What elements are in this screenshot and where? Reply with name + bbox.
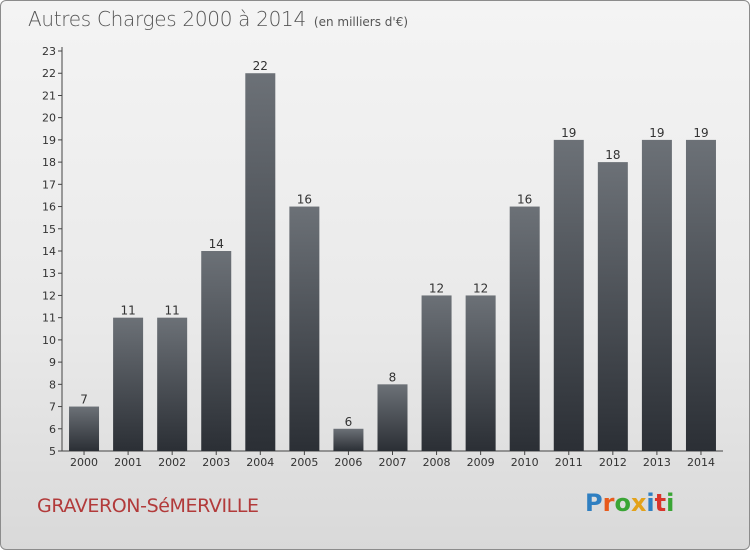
logo-letter: t — [654, 489, 667, 517]
x-tick-label: 2012 — [599, 456, 627, 469]
bar — [421, 295, 452, 451]
x-tick-label: 2014 — [687, 456, 715, 469]
data-label: 14 — [209, 237, 224, 251]
y-tick-label: 11 — [42, 312, 56, 325]
data-label: 19 — [561, 126, 576, 140]
y-tick-label: 19 — [42, 134, 56, 147]
x-tick-label: 2004 — [246, 456, 274, 469]
x-tick-label: 2009 — [467, 456, 495, 469]
y-tick-label: 16 — [42, 201, 56, 214]
y-tick-label: 18 — [42, 156, 56, 169]
data-label: 16 — [517, 193, 532, 207]
y-tick-label: 8 — [49, 378, 56, 391]
bar — [333, 428, 364, 451]
bar — [245, 73, 276, 451]
y-tick-label: 14 — [42, 245, 56, 258]
bar — [289, 206, 320, 451]
x-tick-label: 2001 — [114, 456, 142, 469]
y-tick-label: 23 — [42, 45, 56, 58]
data-label: 22 — [253, 59, 268, 73]
proxiti-logo[interactable]: Proxiti — [585, 489, 674, 517]
y-tick-label: 21 — [42, 89, 56, 102]
data-label: 11 — [120, 304, 135, 318]
bar — [113, 317, 144, 451]
x-tick-label: 2010 — [511, 456, 539, 469]
bar — [553, 139, 584, 451]
data-label: 12 — [429, 281, 444, 295]
x-tick-label: 2003 — [202, 456, 230, 469]
data-label: 6 — [345, 415, 353, 429]
x-tick-label: 2011 — [555, 456, 583, 469]
data-label: 18 — [605, 148, 620, 162]
data-label: 7 — [80, 393, 88, 407]
y-tick-label: 15 — [42, 223, 56, 236]
bar — [377, 384, 408, 451]
bar — [465, 295, 496, 451]
bar — [641, 139, 672, 451]
y-tick-label: 6 — [49, 423, 56, 436]
logo-letter: x — [630, 489, 647, 517]
bar — [201, 251, 232, 451]
x-tick-label: 2000 — [70, 456, 98, 469]
logo-letter: P — [585, 489, 603, 517]
chart-title-main: Autres Charges 2000 à 2014 — [28, 7, 306, 31]
y-tick-label: 9 — [49, 356, 56, 369]
logo-letter: r — [602, 489, 615, 517]
y-tick-label: 5 — [49, 445, 56, 458]
x-tick-label: 2007 — [379, 456, 407, 469]
x-tick-label: 2006 — [334, 456, 362, 469]
y-tick-label: 22 — [42, 67, 56, 80]
chart-title: Autres Charges 2000 à 2014 (en milliers d… — [28, 7, 408, 31]
y-tick-label: 7 — [49, 401, 56, 414]
x-tick-label: 2005 — [290, 456, 318, 469]
bar — [597, 162, 628, 451]
bar — [509, 206, 540, 451]
data-label: 11 — [165, 304, 180, 318]
data-label: 12 — [473, 281, 488, 295]
bar — [157, 317, 188, 451]
location-name: GRAVERON-SéMERVILLE — [37, 495, 259, 517]
y-tick-label: 13 — [42, 267, 56, 280]
data-label: 16 — [297, 193, 312, 207]
chart-title-unit: (en milliers d'€) — [313, 15, 409, 29]
x-tick-label: 2013 — [643, 456, 671, 469]
x-tick-label: 2008 — [423, 456, 451, 469]
data-label: 19 — [693, 126, 708, 140]
y-tick-label: 20 — [42, 112, 56, 125]
logo-letter: i — [646, 489, 655, 517]
logo-letter: i — [666, 489, 675, 517]
data-label: 19 — [649, 126, 664, 140]
y-tick-label: 10 — [42, 334, 56, 347]
data-label: 8 — [389, 370, 397, 384]
bar — [69, 406, 100, 451]
y-tick-label: 17 — [42, 178, 56, 191]
logo-letter: o — [614, 489, 631, 517]
x-tick-label: 2002 — [158, 456, 186, 469]
bar — [685, 139, 716, 451]
y-tick-label: 12 — [42, 289, 56, 302]
